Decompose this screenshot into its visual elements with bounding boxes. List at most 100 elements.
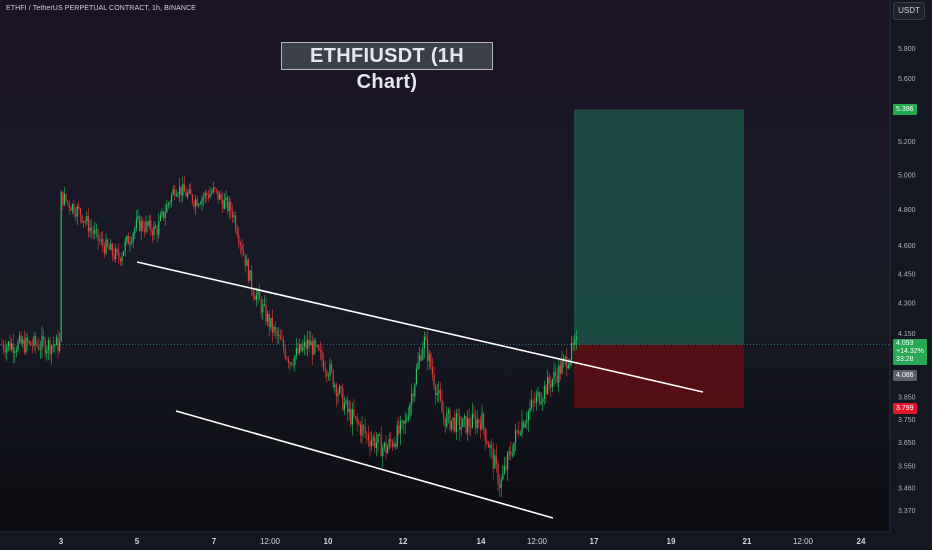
candle-body — [444, 417, 446, 427]
y-tick-label: 5.200 — [898, 139, 916, 146]
candle-body — [28, 341, 30, 343]
candle-body — [307, 339, 309, 349]
candle-body — [487, 443, 489, 448]
candle-body — [404, 420, 406, 424]
current-price-tag: 4.093 +14.32% 33:28 — [893, 339, 927, 365]
candle-body — [70, 207, 72, 211]
plot-background — [0, 0, 890, 532]
candle-body — [342, 388, 344, 410]
candle-body — [329, 364, 331, 376]
candle-body — [129, 242, 131, 245]
candle-body — [550, 383, 552, 388]
upper-trendline — [136, 261, 704, 393]
y-tick-label: 4.800 — [898, 207, 916, 214]
candle-body — [529, 407, 531, 412]
candle-body — [33, 336, 35, 347]
candle-body — [313, 340, 315, 355]
candle-body — [159, 215, 161, 221]
candle-body — [231, 211, 233, 218]
candle-body — [54, 345, 56, 346]
candle-body — [311, 341, 313, 355]
candle-body — [246, 259, 248, 266]
candle-body — [401, 420, 403, 422]
candle-body — [516, 430, 518, 432]
candle-body — [372, 437, 374, 441]
candle-body — [113, 254, 115, 260]
x-tick-label: 14 — [477, 537, 486, 546]
candle-body — [123, 251, 125, 256]
candle-body — [556, 375, 558, 383]
candle-body — [62, 191, 64, 205]
candle-body — [310, 341, 312, 346]
x-tick-label: 3 — [59, 537, 64, 546]
candle-body — [551, 379, 553, 388]
candle-body — [214, 187, 216, 190]
candle-body — [478, 419, 480, 423]
candle-body — [116, 249, 118, 252]
candle-body — [414, 384, 416, 397]
candle-body — [403, 420, 405, 424]
candle-body — [22, 339, 24, 344]
x-tick-label: 12:00 — [793, 537, 814, 546]
candle-body — [241, 245, 243, 252]
candle-body — [193, 202, 195, 207]
candle-body — [566, 356, 568, 369]
candle-body — [454, 417, 456, 432]
candle-body — [535, 395, 537, 403]
candle-body — [295, 348, 297, 356]
candle-body — [137, 216, 139, 219]
candle-body — [449, 409, 451, 429]
candle-body — [291, 362, 293, 365]
currency-label[interactable]: USDT — [893, 2, 925, 20]
candle-body — [177, 194, 179, 196]
candle-body — [374, 437, 376, 448]
candle-body — [143, 229, 145, 232]
candle-body — [390, 439, 392, 442]
candle-body — [409, 404, 411, 417]
candle-body — [457, 413, 459, 416]
candle-body — [230, 202, 232, 212]
candle-body — [343, 403, 345, 410]
candle-body — [521, 421, 523, 435]
candle-body — [243, 251, 245, 256]
current-price-value: 4.093 — [896, 340, 914, 347]
candle-body — [118, 251, 120, 259]
candle-body — [275, 326, 277, 331]
candle-body — [395, 444, 397, 447]
candle-body — [467, 418, 469, 433]
candle-body — [19, 335, 21, 342]
candle-body — [508, 451, 510, 454]
candle-body — [484, 427, 486, 441]
x-tick-label: 12 — [399, 537, 408, 546]
candle-body — [542, 399, 544, 403]
y-tick-label: 5.800 — [898, 46, 916, 53]
candle-body — [483, 413, 485, 428]
candle-body — [468, 418, 470, 427]
candle-body — [225, 197, 227, 200]
candle-body — [451, 420, 453, 429]
candle-body — [452, 417, 454, 421]
candle-body — [355, 416, 357, 418]
candle-body — [393, 444, 395, 447]
candle-body — [337, 393, 339, 397]
candle-body — [377, 434, 379, 443]
candle-body — [502, 473, 504, 480]
candle-body — [439, 390, 441, 400]
candle-body — [553, 371, 555, 380]
candle-body — [548, 376, 550, 384]
candle-body — [555, 371, 557, 376]
candle-body — [479, 422, 481, 430]
candle-body — [134, 228, 136, 234]
candle-body — [235, 215, 237, 230]
candle-body — [387, 447, 389, 454]
x-tick-label: 24 — [857, 537, 866, 546]
stop-price-tag: 3.799 — [893, 403, 917, 414]
candle-body — [518, 430, 520, 435]
x-tick-label: 17 — [590, 537, 599, 546]
candle-body — [302, 346, 304, 351]
candle-body — [524, 423, 526, 428]
candle-body — [465, 416, 467, 433]
candle-body — [9, 341, 11, 350]
candle-body — [335, 384, 337, 397]
